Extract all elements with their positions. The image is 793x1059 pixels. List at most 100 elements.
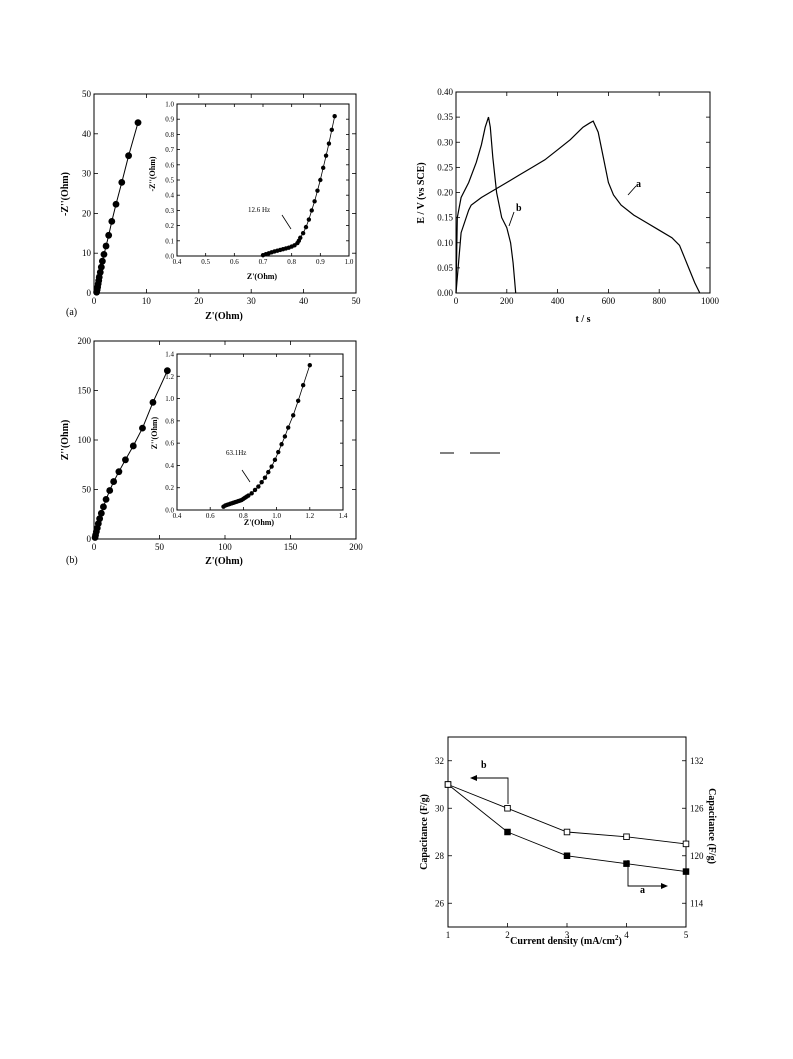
inset-x-tick-label: 1.2 xyxy=(305,512,314,520)
inset-y-tick-label: 0.4 xyxy=(165,192,174,200)
inset-series-line xyxy=(223,364,311,508)
inset-data-point xyxy=(279,442,284,447)
data-point-b xyxy=(563,828,571,836)
x-tick-label: 10 xyxy=(142,296,152,306)
inset-y-tick-label: 0.6 xyxy=(165,161,174,169)
y-tick-label: 0.05 xyxy=(437,263,453,273)
series-label-a: a xyxy=(640,885,645,896)
data-point xyxy=(98,257,106,265)
inset-data-point xyxy=(312,199,317,204)
y2-tick-label: 114 xyxy=(690,898,704,908)
y-tick-label: 32 xyxy=(435,756,444,766)
annotation-63-1-hz: 63.1Hz xyxy=(226,449,246,457)
x-tick-label: 5 xyxy=(684,930,689,940)
inset-x-axis-label: Z'(Ohm) xyxy=(244,518,275,527)
inset-y-tick-label: 0.5 xyxy=(165,177,174,185)
inset-y-tick-label: 1.0 xyxy=(165,101,174,109)
data-point-b xyxy=(504,805,511,812)
inset-data-point xyxy=(266,469,271,475)
inset-data-point xyxy=(306,217,312,222)
y-tick-label: 30 xyxy=(82,169,92,179)
data-point xyxy=(134,119,142,127)
inset-y-tick-label: 1.2 xyxy=(165,373,174,381)
y2-tick-label: 126 xyxy=(690,803,704,813)
data-point-a xyxy=(623,860,630,867)
inset-data-point xyxy=(303,224,309,230)
data-point xyxy=(102,496,110,503)
y-tick-label: 50 xyxy=(82,89,92,99)
inset-data-point xyxy=(300,383,306,388)
inset-y-tick-label: 0.7 xyxy=(165,146,174,154)
inset-data-point xyxy=(332,113,337,119)
chart-eis-b: (b) Z'(Ohm) Z''(Ohm) 63.1Hz Z'(Ohm) Z''(… xyxy=(60,336,363,567)
series-label-a: a xyxy=(636,179,641,190)
inset-x-tick-label: 0.6 xyxy=(206,512,215,520)
inset-data-point xyxy=(315,188,320,193)
series-line xyxy=(94,370,168,538)
y-axis-label: Capacitance (F/g) xyxy=(419,794,430,870)
data-point xyxy=(125,152,132,160)
data-point xyxy=(139,424,146,432)
inset-data-point xyxy=(307,362,312,368)
y-tick-label: 40 xyxy=(82,129,92,139)
x-axis-label: Z'(Ohm) xyxy=(205,311,243,322)
data-point-b xyxy=(682,840,690,848)
data-point-b xyxy=(623,833,630,841)
data-point-a xyxy=(504,828,511,836)
y-tick-label: 0 xyxy=(87,288,92,298)
y2-tick-label: 132 xyxy=(690,756,704,766)
series-a-arrow xyxy=(627,860,664,887)
inset-series-line xyxy=(262,116,336,256)
y-tick-label: 200 xyxy=(78,336,92,346)
data-point xyxy=(96,515,104,523)
series-b-arrow xyxy=(508,211,515,227)
x-axis-label-tail: ) xyxy=(618,936,621,947)
series-b-arrowhead xyxy=(470,775,477,781)
data-point xyxy=(112,200,120,208)
y-tick-label: 150 xyxy=(78,386,92,396)
inset-data-point xyxy=(262,475,268,480)
y-tick-label: 0.10 xyxy=(437,238,453,248)
inset-y-axis-label: Z''(Ohm) xyxy=(150,416,159,449)
data-point-b xyxy=(444,781,452,788)
inset-x-tick-label: 0.4 xyxy=(173,258,182,266)
y-tick-label: 20 xyxy=(82,208,92,218)
y-tick-label: 0.20 xyxy=(437,188,453,198)
y-tick-label: 100 xyxy=(78,435,92,445)
inset-data-point xyxy=(276,449,281,455)
inset-data-point xyxy=(323,153,329,158)
data-point xyxy=(97,263,105,271)
data-point xyxy=(122,456,129,464)
inset-data-point xyxy=(326,141,332,146)
inset-data-point xyxy=(298,235,303,240)
inset-data-point xyxy=(318,177,323,183)
inset-data-point xyxy=(246,493,251,498)
data-point xyxy=(118,178,126,186)
x-tick-label: 0 xyxy=(92,296,97,306)
chart-capacitance: Current density (mA/cm2) Capacitance (F/… xyxy=(419,736,717,947)
data-point xyxy=(96,268,104,276)
inset-data-point xyxy=(286,425,291,430)
y2-tick-label: 120 xyxy=(690,851,704,861)
x-axis-label-text: Current density (mA/cm xyxy=(510,936,615,947)
inset-data-point xyxy=(295,398,301,403)
inset-plot-frame xyxy=(176,103,350,257)
inset-x-tick-label: 1.0 xyxy=(345,258,354,266)
x-tick-label: 3 xyxy=(565,930,570,940)
inset-x-axis-label: Z'(Ohm) xyxy=(247,272,278,281)
x-tick-label: 100 xyxy=(218,542,232,552)
data-point-a xyxy=(682,868,690,875)
series-line-a xyxy=(455,120,701,294)
x-axis-label-sup: 2 xyxy=(615,934,619,942)
y-tick-label: 30 xyxy=(435,803,445,813)
plot-frame xyxy=(93,340,357,540)
y-tick-label: 0.40 xyxy=(437,87,453,97)
inset-x-tick-label: 0.8 xyxy=(239,512,248,520)
x-tick-label: 50 xyxy=(352,296,362,306)
inset-y-tick-label: 0.3 xyxy=(165,207,174,215)
series-a-arrow xyxy=(627,185,637,196)
series-line-b xyxy=(455,116,517,294)
inset-data-point xyxy=(300,231,306,236)
x-tick-label: 2 xyxy=(505,930,510,940)
inset-x-tick-label: 0.9 xyxy=(316,258,325,266)
